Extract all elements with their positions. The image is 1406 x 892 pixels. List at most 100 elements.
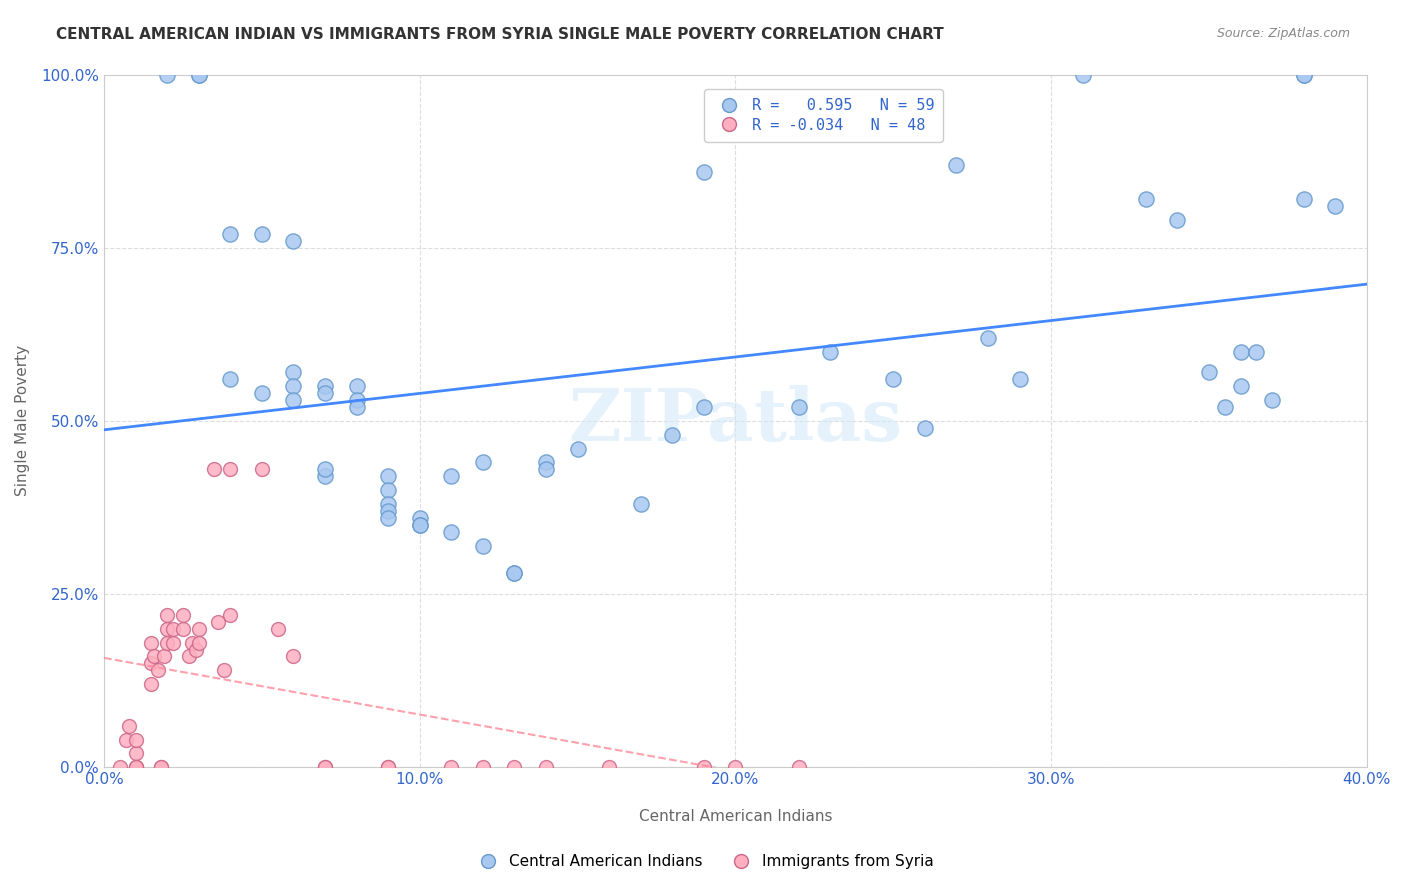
Point: [534, 760, 557, 774]
Text: ZIPatlas: ZIPatlas: [568, 385, 903, 457]
Point: [118, 719, 141, 733]
Point: [219, 462, 242, 476]
Point: [377, 511, 399, 525]
Point: [408, 517, 430, 532]
Point: [1324, 199, 1347, 213]
Point: [818, 344, 841, 359]
Text: CENTRAL AMERICAN INDIAN VS IMMIGRANTS FROM SYRIA SINGLE MALE POVERTY CORRELATION: CENTRAL AMERICAN INDIAN VS IMMIGRANTS FR…: [56, 27, 943, 42]
Point: [162, 635, 184, 649]
Point: [630, 497, 652, 511]
Point: [181, 635, 204, 649]
Point: [1292, 68, 1315, 82]
Point: [156, 622, 179, 636]
Point: [377, 497, 399, 511]
Point: [124, 760, 146, 774]
Point: [693, 164, 716, 178]
Point: [156, 68, 179, 82]
Point: [283, 379, 305, 393]
Point: [377, 483, 399, 498]
Point: [1292, 68, 1315, 82]
Point: [440, 760, 463, 774]
Point: [250, 227, 273, 241]
Legend: R =   0.595   N = 59, R = -0.034   N = 48: R = 0.595 N = 59, R = -0.034 N = 48: [704, 89, 943, 142]
Point: [1008, 372, 1031, 386]
Point: [724, 760, 747, 774]
Point: [1229, 379, 1251, 393]
Point: [283, 649, 305, 664]
Point: [153, 649, 176, 664]
Point: [567, 442, 589, 456]
Point: [250, 462, 273, 476]
Point: [1166, 213, 1188, 227]
Point: [471, 455, 494, 469]
Point: [141, 677, 163, 691]
Legend: Central American Indians, Immigrants from Syria: Central American Indians, Immigrants fro…: [467, 848, 939, 875]
Point: [141, 635, 163, 649]
Point: [124, 747, 146, 761]
Point: [377, 760, 399, 774]
Point: [661, 427, 683, 442]
Point: [787, 400, 810, 414]
Point: [314, 462, 336, 476]
Point: [283, 234, 305, 248]
Point: [283, 393, 305, 408]
Point: [377, 469, 399, 483]
Point: [156, 635, 179, 649]
Point: [108, 760, 131, 774]
Point: [219, 607, 242, 622]
Point: [1135, 192, 1157, 206]
Point: [1213, 400, 1236, 414]
Point: [377, 504, 399, 518]
Point: [471, 539, 494, 553]
Point: [219, 372, 242, 386]
Point: [1071, 68, 1094, 82]
Point: [503, 566, 526, 581]
Point: [346, 400, 368, 414]
Point: [408, 517, 430, 532]
Point: [146, 663, 169, 677]
Point: [266, 622, 288, 636]
Point: [534, 462, 557, 476]
Point: [1229, 344, 1251, 359]
Point: [184, 642, 207, 657]
Point: [346, 393, 368, 408]
Point: [124, 760, 146, 774]
Text: Source: ZipAtlas.com: Source: ZipAtlas.com: [1216, 27, 1350, 40]
Point: [408, 511, 430, 525]
Point: [503, 566, 526, 581]
Point: [187, 635, 209, 649]
Point: [141, 657, 163, 671]
Point: [162, 622, 184, 636]
Point: [219, 227, 242, 241]
Point: [503, 760, 526, 774]
Point: [882, 372, 904, 386]
Point: [1261, 393, 1284, 408]
Point: [1246, 344, 1268, 359]
Point: [693, 400, 716, 414]
Point: [314, 760, 336, 774]
Point: [534, 455, 557, 469]
Point: [314, 386, 336, 401]
Point: [172, 607, 194, 622]
Point: [115, 732, 138, 747]
Point: [283, 365, 305, 379]
Point: [250, 386, 273, 401]
Point: [471, 760, 494, 774]
Point: [693, 760, 716, 774]
Point: [914, 421, 936, 435]
Point: [945, 158, 967, 172]
Point: [977, 331, 1000, 345]
Point: [179, 649, 201, 664]
Point: [207, 615, 229, 629]
Point: [187, 68, 209, 82]
Point: [187, 622, 209, 636]
Point: [172, 622, 194, 636]
Point: [187, 68, 209, 82]
Point: [212, 663, 235, 677]
Point: [440, 469, 463, 483]
Point: [124, 732, 146, 747]
Point: [598, 760, 620, 774]
Y-axis label: Single Male Poverty: Single Male Poverty: [15, 345, 30, 497]
Point: [124, 760, 146, 774]
Point: [314, 379, 336, 393]
